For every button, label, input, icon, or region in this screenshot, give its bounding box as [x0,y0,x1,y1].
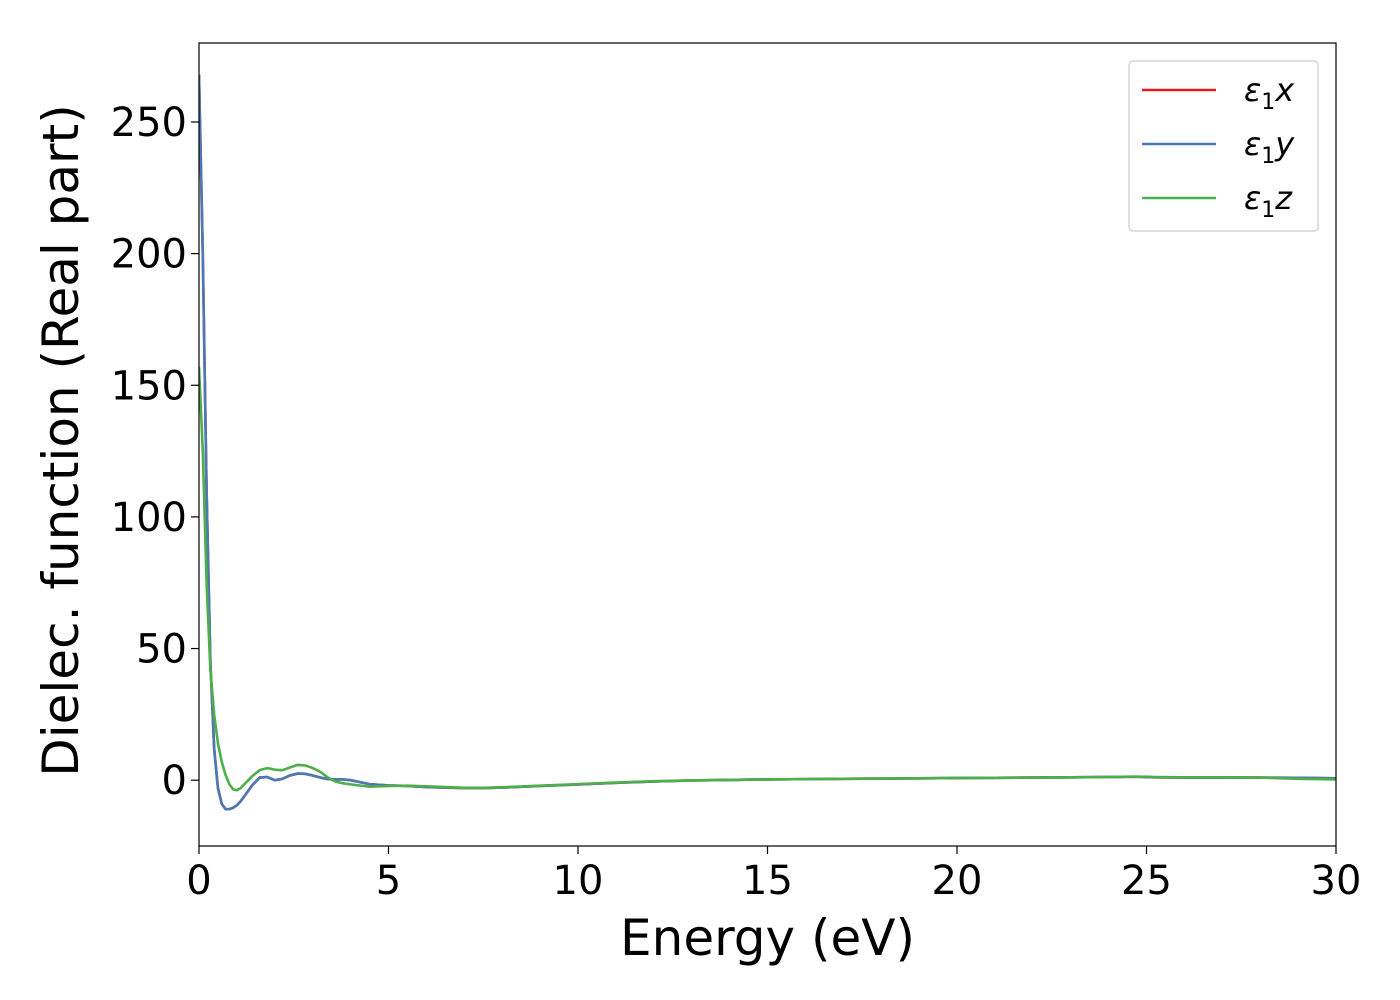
x-tick-label: 0 [186,858,211,904]
x-axis-ticks: 0 5 10 15 20 25 30 [186,846,1361,904]
y-tick-label: 50 [136,627,187,673]
y-tick-label: 150 [111,363,187,409]
y-tick-label: 250 [111,100,187,146]
y-axis-label: Dielec. function (Real part) [32,104,90,776]
x-tick-label: 30 [1311,858,1362,904]
x-tick-label: 5 [376,858,401,904]
legend-box [1128,60,1319,232]
x-tick-label: 10 [553,858,604,904]
legend-label-x: ε1x [1244,71,1295,115]
legend: ε1x ε1y ε1z [1128,60,1319,232]
x-tick-label: 15 [742,858,793,904]
x-tick-label: 20 [932,858,983,904]
y-axis-ticks: 0 50 100 150 200 250 [111,100,199,804]
y-tick-label: 100 [111,495,187,541]
y-tick-label: 200 [111,232,187,278]
series-lines [199,74,1336,811]
x-axis-label: Energy (eV) [620,909,915,967]
legend-label-z: ε1z [1244,179,1293,223]
y-tick-label: 0 [162,758,187,804]
x-tick-label: 25 [1121,858,1172,904]
legend-label-y: ε1y [1244,125,1295,169]
series-line-z [199,366,1336,792]
